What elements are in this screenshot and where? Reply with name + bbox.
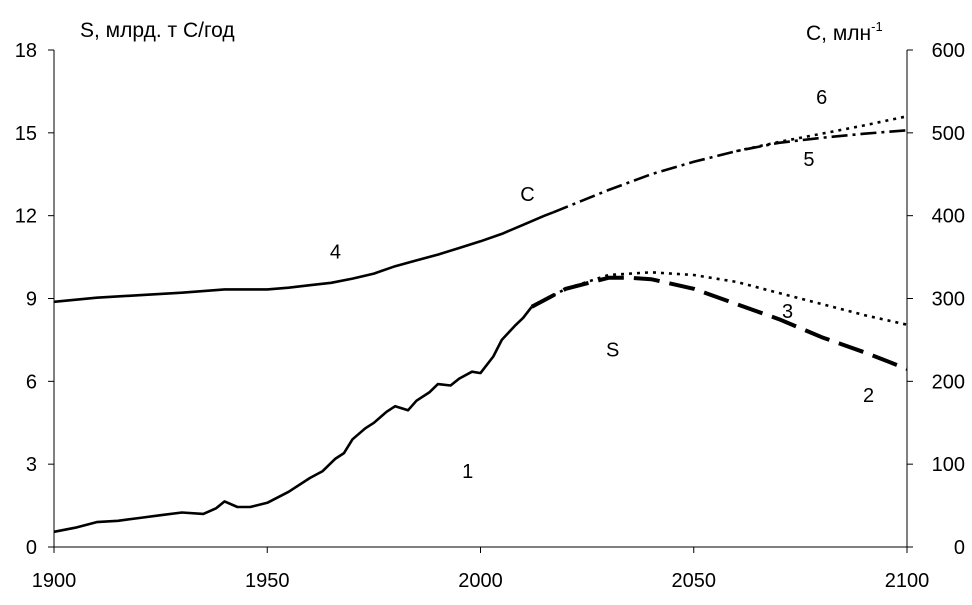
right-tick-label: 600 [932,40,965,62]
right-tick-label: 100 [932,454,965,476]
series-line-2 [530,275,908,371]
annotation-label: С [520,184,534,206]
left-tick-label: 0 [26,537,37,559]
left-tick-label: 15 [15,123,37,145]
series-line-1 [53,306,533,534]
series-layer [53,115,908,534]
annotation-label: 4 [330,242,341,264]
x-tick-label: 2050 [672,570,717,592]
x-tick-label: 1950 [245,570,290,592]
annotation-label: 5 [803,149,814,171]
x-tick-label: 2000 [458,570,503,592]
right-axis-ticks: 0 100 200 300 400 500 600 [907,40,965,559]
left-tick-label: 6 [26,371,37,393]
right-tick-label: 400 [932,206,965,228]
left-axis-ticks: 0 3 6 9 12 15 18 [15,40,54,559]
right-tick-label: 500 [932,123,965,145]
right-tick-label: 200 [932,371,965,393]
left-axis-title: S, млрд. т С/год [80,19,235,42]
right-axis-title-main: С, млн [806,22,871,45]
annotation-label: 3 [782,301,793,323]
x-tick-label: 1900 [32,570,77,592]
left-tick-label: 12 [15,206,37,228]
series-line-5 [552,129,908,214]
right-axis-title: С, млн-1 [806,19,883,45]
annotation-label: 2 [863,385,874,407]
right-axis-title-sup: -1 [871,19,883,34]
plot-frame [53,50,908,548]
series-line-3 [531,270,908,326]
series-line-4 [53,211,554,304]
right-tick-label: 0 [954,537,965,559]
annotation-layer: 1 2 3 S 4 С 5 6 [330,87,874,483]
left-tick-label: 9 [26,289,37,311]
annotation-label: 1 [462,461,473,483]
right-tick-label: 300 [932,289,965,311]
left-tick-label: 3 [26,454,37,476]
annotation-label: S [606,339,619,361]
x-tick-label: 2100 [885,570,930,592]
left-tick-label: 18 [15,40,37,62]
series-line-6 [736,115,908,153]
annotation-label: 6 [816,87,827,109]
x-axis-ticks: 1900 1950 2000 2050 2100 [32,547,930,592]
